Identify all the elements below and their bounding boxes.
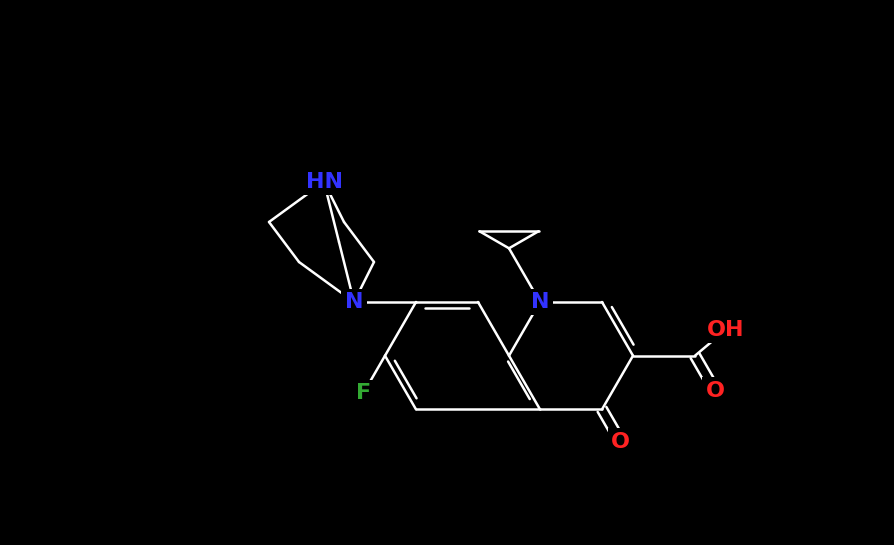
Text: N: N: [531, 292, 549, 312]
Text: HN: HN: [306, 172, 342, 192]
Text: O: O: [611, 432, 630, 452]
Text: N: N: [345, 292, 363, 312]
Text: OH: OH: [707, 320, 745, 340]
Text: O: O: [705, 380, 725, 401]
Text: F: F: [356, 383, 371, 403]
